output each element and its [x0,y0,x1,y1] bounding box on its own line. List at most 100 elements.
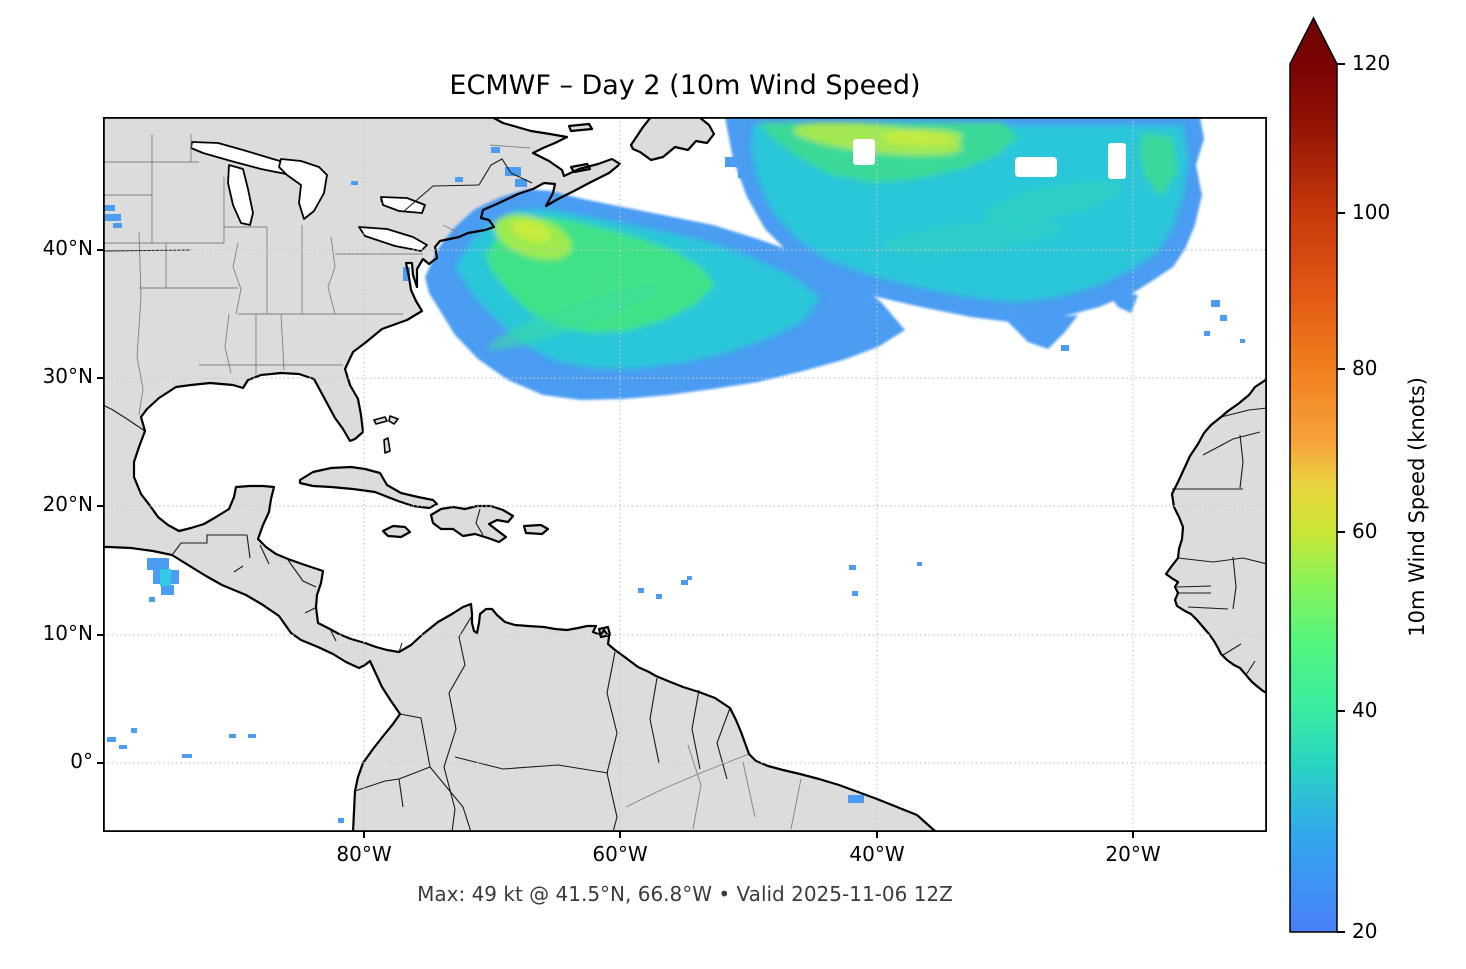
wind-speckle [1211,300,1220,307]
y-tick-label: 30°N [42,364,93,388]
wind-speckle [103,205,115,211]
x-tick-label: 20°W [1105,842,1161,866]
wind-speckle [1240,339,1245,343]
wind-speckle [505,167,521,176]
wind-speckle [351,181,358,185]
africa-landmass [1166,379,1267,693]
wind-speckle [229,734,236,738]
wind-speckle [848,795,864,803]
wind-speckle [161,585,174,595]
gridlines [103,117,1267,832]
wind-speckle [1220,315,1227,321]
lake-huron [278,158,328,220]
wind-speckle [725,157,739,167]
wind-speckle [515,179,527,187]
wind-speckle [917,562,922,566]
lake-erie [358,226,428,252]
wind-speckle [638,588,644,593]
wind-speckle [852,591,858,596]
wind-max-core-49kt [511,219,551,243]
wind-speckles [103,147,1245,823]
colorbar-tick-label: 100 [1352,200,1391,224]
axis-tickmark [1337,63,1345,65]
wind-speckle [455,177,463,182]
wind-speckle [107,737,116,742]
axis-tickmark [97,762,103,764]
colorbar [1289,16,1338,933]
colorbar-tick-label: 20 [1352,919,1378,943]
state-borders [103,134,802,830]
natl-teal-streak-2 [883,220,1063,254]
great-lakes [190,141,428,252]
wind-speckle [656,594,662,599]
x-tick-label: 80°W [336,842,392,866]
wind-speckle [1061,345,1069,351]
max-annotation-subtitle: Max: 49 kt @ 41.5°N, 66.8°W • Valid 2025… [417,882,953,906]
wind-bottom-tongue-1 [1008,315,1078,349]
lake-michigan [227,164,254,226]
axis-tickmark [97,377,103,379]
axis-tickmark [97,505,103,507]
wind-speckle [149,597,155,602]
y-tick-label: 40°N [42,236,93,260]
wind-speckle [119,745,127,749]
wind-speckle [248,734,256,738]
wind-speckle [403,267,410,281]
natl-right-green-patch [1139,132,1178,197]
wind-speckle [160,569,171,586]
wind-speckle [524,191,532,197]
axis-tickmark [1337,212,1345,214]
map-svg [102,116,1267,833]
hispaniola-island [431,506,513,542]
colorbar-tick-label: 40 [1352,698,1378,722]
wind-speckle [105,214,121,221]
axis-tickmark [876,832,878,838]
x-tick-label: 40°W [849,842,905,866]
natl-yellowgreen-streak [793,122,963,156]
natl-bright-streak [883,129,963,145]
y-tick-label: 0° [70,749,93,773]
axis-tickmark [1337,710,1345,712]
axis-tickmark [1132,832,1134,838]
axis-tickmark [1337,531,1345,533]
axis-tickmark [97,634,103,636]
americas-landmass [103,117,936,832]
colorbar-tick-label: 60 [1352,519,1378,543]
colorbar-bar-with-extend-arrow [1289,16,1338,933]
wind-bottom-tongue-2 [1105,289,1138,313]
wind-speckle [1204,331,1210,336]
colorbar-axis-label-wrap: 10m Wind Speed (knots) [1400,117,1434,897]
natl-teal-streak-1 [984,180,1122,224]
axis-tickmark [1337,368,1345,370]
puerto-rico-island [524,525,548,534]
wind-speckle [849,565,856,570]
lake-ontario [380,196,426,214]
axes-frame [102,116,1267,833]
land-fill-layer [103,117,1267,832]
wind-speckle [182,754,192,758]
wind-speckle [491,147,500,153]
y-tick-label: 10°N [42,621,93,645]
cuba-island [300,467,437,508]
wind-speckle [338,818,344,823]
wind-speckle [681,580,688,585]
y-tick-label: 20°N [42,492,93,516]
wind-field-holes [853,139,1126,179]
coastline-layer [103,117,1267,832]
western-swath-streak [488,284,658,350]
wind-speckle [147,558,169,570]
axis-tickmark [97,249,103,251]
wind-speckle [687,576,692,580]
colorbar-tick-label: 120 [1352,51,1391,75]
axis-tickmark [363,832,365,838]
map-axes [102,116,1267,833]
page-title: ECMWF – Day 2 (10m Wind Speed) [449,70,921,101]
wind-speckle [738,170,747,178]
axis-tickmark [1337,931,1345,933]
newfoundland-island [631,117,714,160]
x-tick-label: 60°W [592,842,648,866]
wind-speckle [113,223,122,228]
wind-speckle [1043,335,1053,343]
wind-raster-layer [103,117,1245,823]
